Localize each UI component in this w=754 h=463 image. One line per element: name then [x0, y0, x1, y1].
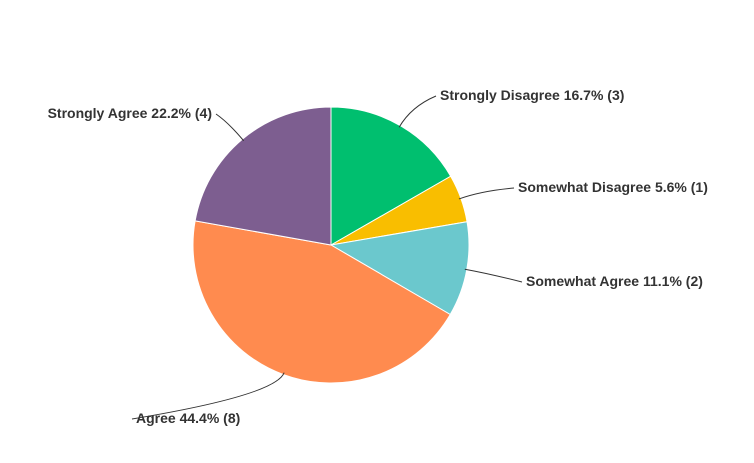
slice-label: Strongly Agree 22.2% (4) — [48, 105, 212, 121]
slice-category: Somewhat Agree — [526, 273, 639, 289]
leader-line — [398, 95, 437, 128]
slice-value: 44.4% (8) — [180, 410, 241, 426]
leader-line — [458, 187, 515, 200]
slice-label: Somewhat Disagree 5.6% (1) — [518, 179, 708, 195]
leader-line — [464, 268, 523, 283]
slice-value: 5.6% (1) — [655, 179, 708, 195]
slice-label: Agree 44.4% (8) — [136, 410, 240, 426]
leader-line — [215, 113, 245, 142]
slice-category: Somewhat Disagree — [518, 179, 651, 195]
slice-value: 22.2% (4) — [151, 105, 212, 121]
slice-category: Strongly Agree — [48, 105, 148, 121]
slice-label: Somewhat Agree 11.1% (2) — [526, 273, 703, 289]
slice-label: Strongly Disagree 16.7% (3) — [440, 87, 624, 103]
slice-value: 11.1% (2) — [643, 273, 703, 289]
slice-category: Agree — [136, 410, 176, 426]
leader-line — [131, 372, 285, 420]
slice-category: Strongly Disagree — [440, 87, 560, 103]
pie-slice — [194, 106, 332, 246]
slice-value: 16.7% (3) — [564, 87, 625, 103]
